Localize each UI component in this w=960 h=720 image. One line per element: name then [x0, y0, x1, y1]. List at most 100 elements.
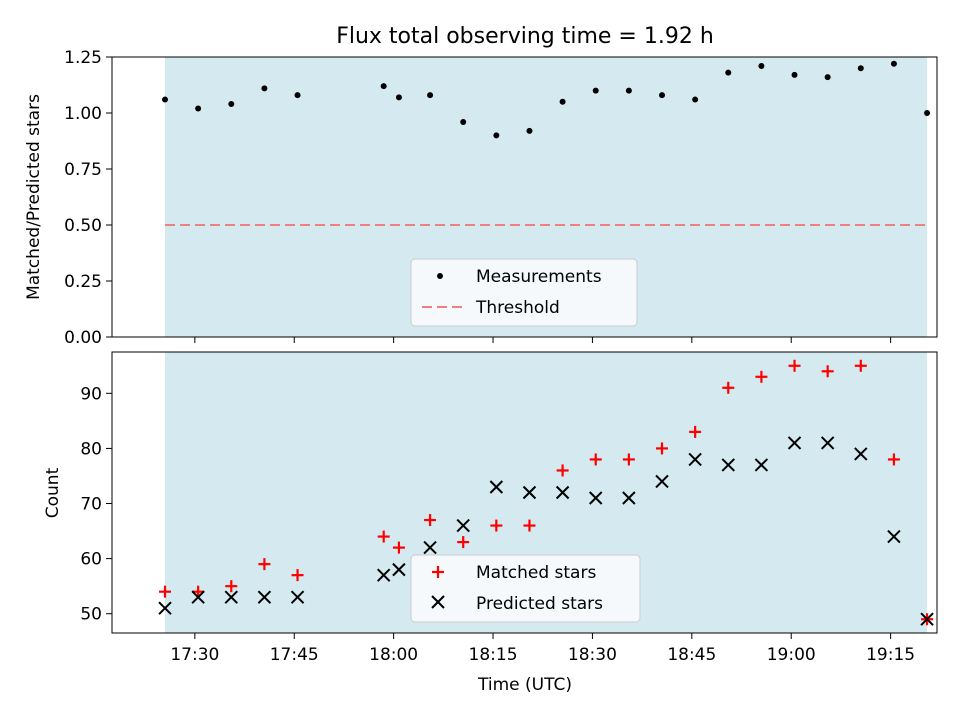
- top-ytick-label: 0.75: [64, 160, 102, 180]
- top-panel: 0.00 0.25 0.50 0.75 1.00 1.25 Matched/Predict…: [24, 48, 938, 348]
- legend-measurements-marker: [437, 273, 443, 279]
- predicted-stars-series: [158, 436, 934, 626]
- bottom-ytick-label: 90: [80, 384, 102, 404]
- bottom-plot-frame: [111, 351, 938, 634]
- predicted-star-point: [456, 518, 470, 533]
- matched-star-point: [291, 569, 304, 582]
- matched-star-point: [689, 425, 702, 438]
- bottom-xlabel: Time (UTC): [477, 675, 572, 695]
- matched-star-point: [821, 365, 834, 378]
- matched-star-point: [523, 519, 536, 532]
- measurement-point: [890, 60, 897, 67]
- predicted-star-point: [423, 540, 437, 555]
- measurement-point: [625, 87, 632, 94]
- matched-star-point: [656, 442, 668, 455]
- matched-star-point: [788, 359, 801, 372]
- measurement-point: [228, 101, 235, 108]
- predicted-star-point: [655, 474, 669, 489]
- legend-measurements-label: Measurements: [476, 267, 602, 287]
- bottom-xtick-label: 18:45: [667, 645, 716, 665]
- bottom-panel: 50 60 70 80 90 17:30 17:45 18:00 18:15 18:30 18:4…: [43, 351, 938, 695]
- matched-star-point: [225, 580, 238, 593]
- measurement-point: [380, 83, 387, 90]
- matched-star-point: [722, 381, 735, 394]
- bottom-xtick-label: 18:15: [469, 645, 518, 665]
- predicted-star-point: [257, 590, 272, 604]
- bottom-ytick-label: 70: [80, 495, 102, 515]
- measurement-point: [692, 96, 699, 103]
- measurement-point: [294, 92, 301, 99]
- bottom-ytick-label: 60: [80, 550, 102, 570]
- predicted-star-point: [754, 458, 769, 472]
- matched-star-point: [392, 541, 405, 554]
- bottom-xtick-label: 18:00: [369, 645, 418, 665]
- measurement-point: [924, 110, 931, 116]
- predicted-star-point: [376, 568, 391, 582]
- bottom-ytick-label: 50: [80, 605, 102, 625]
- matched-star-point: [589, 453, 602, 466]
- legend-matched-marker: [432, 566, 444, 578]
- predicted-star-point: [854, 447, 868, 461]
- measurement-point: [857, 65, 864, 72]
- legend-matched-label: Matched stars: [476, 563, 596, 583]
- predicted-star-point: [721, 458, 735, 472]
- top-legend-box: [410, 258, 638, 327]
- top-ytick-label: 0.50: [64, 216, 102, 236]
- bottom-legend: Matched stars Predicted stars: [410, 554, 641, 623]
- predicted-star-point: [224, 590, 238, 604]
- matched-star-point: [192, 585, 205, 598]
- matched-star-point: [556, 464, 569, 477]
- chart-title: Flux total observing time = 1.92 h: [336, 24, 714, 49]
- matched-star-point: [755, 370, 768, 383]
- legend-predicted-marker: [431, 595, 445, 609]
- measurement-point: [725, 69, 732, 76]
- predicted-star-point: [522, 485, 537, 500]
- bottom-legend-box: [410, 554, 641, 623]
- top-legend: Measurements Threshold: [410, 258, 638, 327]
- predicted-star-point: [555, 485, 570, 500]
- top-ytick-label: 1.25: [64, 48, 102, 68]
- top-ytick-label: 0.25: [64, 272, 102, 292]
- predicted-star-point: [489, 480, 504, 494]
- measurement-point: [162, 96, 169, 103]
- matched-star-point: [377, 530, 390, 543]
- bottom-xtick-label: 17:45: [270, 645, 319, 665]
- bottom-ylabel: Count: [43, 467, 63, 518]
- bottom-ytick-label: 80: [80, 439, 102, 459]
- predicted-star-point: [392, 562, 406, 577]
- measurement-point: [460, 118, 467, 125]
- predicted-star-point: [820, 436, 835, 450]
- predicted-star-point: [787, 436, 802, 450]
- predicted-star-point: [290, 590, 305, 604]
- measurement-point: [493, 132, 500, 139]
- measurement-point: [758, 62, 765, 69]
- bottom-xtick-label: 18:30: [568, 645, 617, 665]
- measurement-point: [195, 105, 202, 112]
- legend-predicted-label: Predicted stars: [476, 594, 603, 614]
- measurement-point: [526, 127, 533, 134]
- top-plot-frame: [111, 56, 938, 338]
- top-ytick-label: 0.00: [64, 328, 102, 348]
- matched-star-point: [258, 558, 271, 571]
- matched-star-point: [622, 453, 635, 466]
- bottom-xtick-label: 17:30: [170, 645, 219, 665]
- predicted-star-point: [688, 452, 702, 467]
- measurement-point: [592, 87, 599, 94]
- top-ylabel: Matched/Predicted stars: [24, 94, 44, 300]
- bottom-xtick-label: 19:00: [767, 645, 816, 665]
- predicted-star-point: [622, 491, 636, 505]
- measurement-point: [261, 85, 268, 92]
- predicted-star-point: [887, 529, 901, 544]
- measurement-point: [427, 92, 434, 99]
- bottom-xtick-label: 19:15: [866, 645, 915, 665]
- predicted-star-point: [191, 590, 205, 604]
- matched-star-point: [159, 585, 172, 598]
- matched-star-point: [457, 536, 470, 549]
- matched-star-point: [490, 519, 503, 532]
- matched-stars-series: [159, 359, 934, 626]
- measurement-point: [659, 92, 665, 99]
- measurement-point: [791, 71, 798, 78]
- predicted-star-point: [589, 491, 603, 505]
- top-ytick-label: 1.00: [64, 104, 102, 124]
